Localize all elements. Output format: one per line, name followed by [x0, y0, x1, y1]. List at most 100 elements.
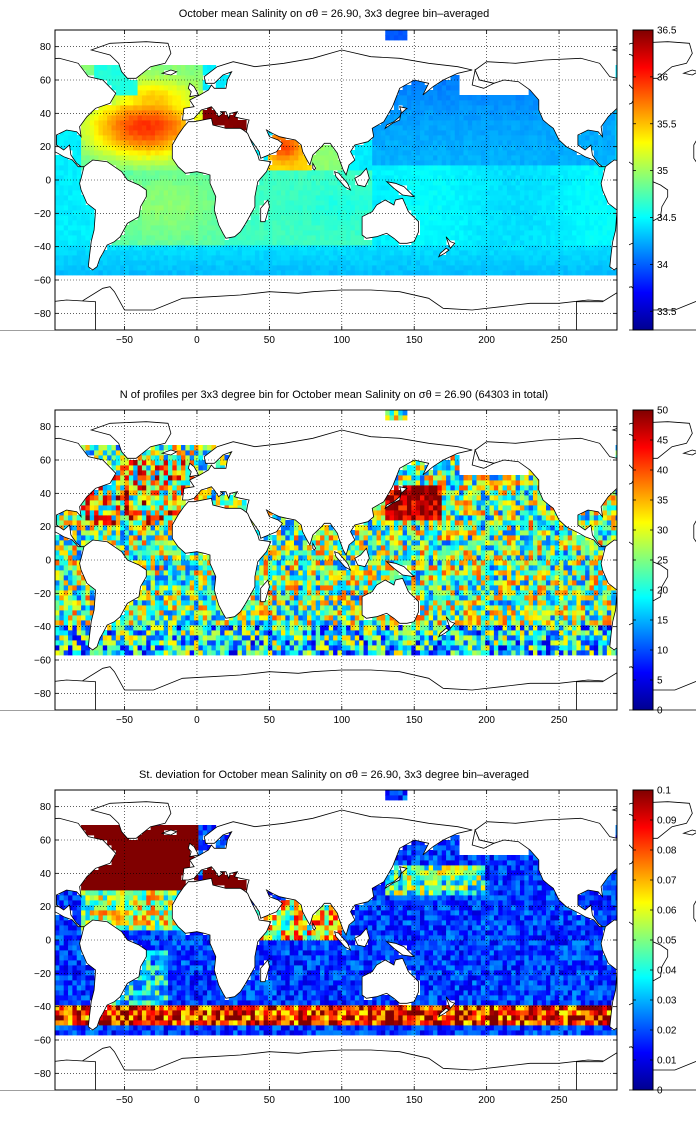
heatmap-cell: [398, 35, 404, 41]
heatmap-cell: [489, 610, 495, 616]
heatmap-cell: [220, 640, 225, 646]
heatmap-cell: [467, 145, 473, 151]
heatmap-cell: [254, 605, 260, 611]
heatmap-cell: [194, 190, 199, 196]
heatmap-cell: [537, 175, 543, 181]
heatmap-cell: [163, 605, 169, 611]
heatmap-cell: [606, 135, 612, 141]
heatmap-cell: [55, 180, 60, 186]
heatmap-cell: [493, 185, 499, 191]
heatmap-cell: [215, 235, 221, 241]
heatmap-cell: [85, 625, 91, 631]
heatmap-cell: [433, 120, 438, 126]
heatmap-cell: [428, 190, 434, 196]
heatmap-cell: [115, 65, 121, 71]
heatmap-cell: [580, 645, 586, 651]
heatmap-cell: [81, 150, 86, 156]
heatmap-cell: [85, 250, 91, 256]
heatmap-cell: [120, 250, 125, 256]
heatmap-cell: [63, 235, 69, 241]
heatmap-cell: [463, 225, 469, 231]
heatmap-cell: [141, 130, 147, 136]
heatmap-cell: [120, 630, 125, 636]
heatmap-cell: [324, 270, 330, 276]
heatmap-cell: [146, 250, 151, 256]
heatmap-cell: [181, 230, 186, 236]
heatmap-cell: [437, 135, 443, 141]
heatmap-cell: [437, 630, 443, 636]
heatmap-cell: [150, 120, 156, 126]
heatmap-cell: [280, 170, 286, 176]
heatmap-cell: [472, 180, 477, 186]
heatmap-cell: [359, 215, 364, 221]
heatmap-cell: [89, 140, 95, 146]
heatmap-cell: [598, 260, 603, 266]
heatmap-cell: [85, 650, 91, 656]
heatmap-cell: [181, 185, 186, 191]
heatmap-cell: [598, 615, 603, 621]
heatmap-cell: [602, 620, 608, 626]
heatmap-cell: [550, 175, 556, 181]
heatmap-cell: [393, 180, 399, 186]
heatmap-cell: [59, 255, 65, 261]
heatmap-cell: [207, 645, 212, 651]
heatmap-cell: [450, 260, 456, 266]
heatmap-cell: [55, 230, 60, 236]
heatmap-cell: [263, 220, 269, 226]
heatmap-cell: [606, 260, 612, 266]
heatmap-cell: [498, 620, 503, 626]
heatmap-cell: [211, 610, 217, 616]
heatmap-cell: [428, 180, 434, 186]
heatmap-cell: [328, 175, 334, 181]
heatmap-cell: [576, 210, 582, 216]
heatmap-cell: [85, 210, 91, 216]
heatmap-cell: [550, 260, 556, 266]
heatmap-cell: [89, 125, 95, 131]
heatmap-cell: [224, 650, 230, 656]
heatmap-cell: [328, 645, 334, 651]
heatmap-cell: [76, 245, 82, 251]
heatmap-cell: [120, 165, 125, 171]
heatmap-cell: [154, 645, 160, 651]
heatmap-cell: [94, 125, 99, 131]
heatmap-cell: [606, 155, 612, 161]
heatmap-cell: [433, 100, 438, 106]
heatmap-cell: [246, 255, 251, 261]
heatmap-cell: [454, 635, 460, 641]
heatmap-cell: [55, 645, 60, 651]
heatmap-cell: [68, 160, 73, 166]
heatmap-cell: [576, 180, 582, 186]
heatmap-cell: [163, 85, 169, 91]
heatmap-cell: [137, 255, 143, 261]
heatmap-cell: [163, 645, 169, 651]
heatmap-cell: [207, 635, 212, 641]
heatmap-cell: [472, 270, 477, 276]
heatmap-cell: [363, 185, 369, 191]
heatmap-cell: [159, 115, 165, 121]
heatmap-cell: [519, 640, 525, 646]
heatmap-cell: [285, 645, 291, 651]
heatmap-cell: [441, 130, 447, 136]
heatmap-cell: [120, 95, 125, 101]
heatmap-cell: [124, 625, 130, 631]
heatmap-cell: [133, 80, 138, 86]
heatmap-cell: [333, 250, 338, 256]
heatmap-cell: [146, 125, 151, 131]
heatmap-cell: [611, 220, 616, 226]
heatmap-cell: [559, 180, 564, 186]
heatmap-cell: [515, 625, 521, 631]
heatmap-cell: [424, 115, 430, 121]
heatmap-cell: [181, 260, 186, 266]
heatmap-cell: [463, 150, 469, 156]
heatmap-cell: [259, 265, 264, 271]
heatmap-cell: [267, 250, 273, 256]
heatmap-cell: [406, 135, 412, 141]
heatmap-cell: [176, 195, 182, 201]
heatmap-cell: [128, 165, 134, 171]
heatmap-cell: [528, 190, 534, 196]
heatmap-cell: [146, 160, 151, 166]
heatmap-cell: [467, 135, 473, 141]
heatmap-cell: [420, 185, 425, 191]
heatmap-cell: [159, 85, 165, 91]
heatmap-cell: [467, 195, 473, 201]
